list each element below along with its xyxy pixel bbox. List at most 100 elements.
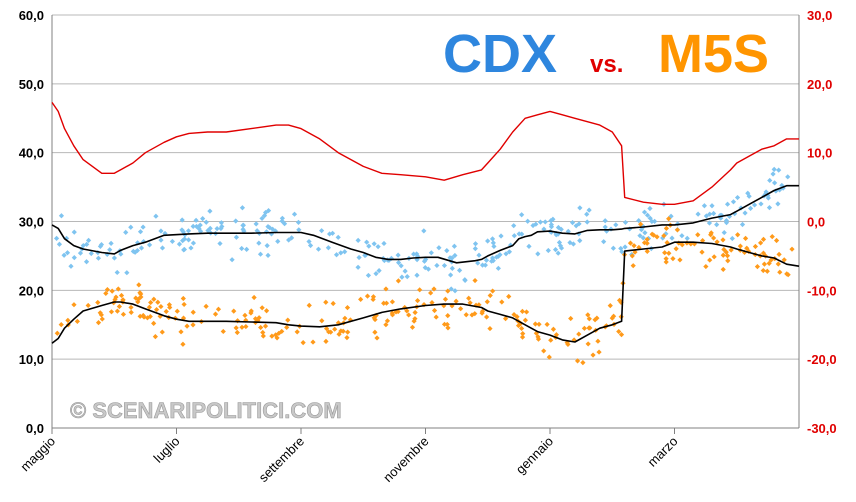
cdx-poll-point xyxy=(398,263,404,269)
cdx-poll-point xyxy=(663,231,669,237)
cdx-poll-point xyxy=(734,194,741,201)
m5s-poll-point xyxy=(103,290,109,297)
m5s-poll-point xyxy=(710,235,717,241)
m5s-poll-point xyxy=(144,315,151,321)
cdx-poll-point xyxy=(159,245,166,251)
m5s-poll-point xyxy=(609,315,615,321)
cdx-poll-point xyxy=(485,238,491,244)
m5s-poll-point xyxy=(445,325,451,331)
m5s-poll-point xyxy=(585,312,591,318)
m5s-poll-point xyxy=(699,249,705,255)
m5s-poll-point xyxy=(190,322,196,328)
m5s-poll-point xyxy=(417,287,423,293)
m5s-poll-point xyxy=(590,352,596,358)
m5s-poll-point xyxy=(381,300,387,306)
cdx-poll-point xyxy=(739,221,746,228)
cdx-poll-point xyxy=(414,253,421,259)
m5s-poll-point xyxy=(364,293,371,299)
cdx-poll-point xyxy=(190,240,197,246)
m5s-poll-point xyxy=(728,247,734,253)
cdx-poll-point xyxy=(679,233,685,239)
cdx-poll-point xyxy=(239,245,245,252)
m5s-poll-point xyxy=(773,237,780,244)
m5s-poll-point xyxy=(472,277,478,284)
cdx-poll-point xyxy=(428,250,434,256)
cdx-poll-point xyxy=(785,174,791,180)
m5s-poll-point xyxy=(453,298,459,304)
m5s-poll-point xyxy=(565,341,571,348)
cdx-poll-point xyxy=(618,245,624,252)
x-tick-label: marzo xyxy=(644,434,680,470)
cdx-poll-point xyxy=(124,270,130,276)
cdx-poll-point xyxy=(169,238,175,245)
cdx-poll-point xyxy=(364,239,370,245)
m5s-poll-point xyxy=(664,240,670,246)
m5s-poll-point xyxy=(239,324,245,330)
m5s-poll-point xyxy=(158,303,164,310)
cdx-poll-point xyxy=(553,232,559,238)
cdx-poll-point xyxy=(296,227,302,233)
m5s-poll-point xyxy=(663,256,669,262)
cdx-poll-point xyxy=(613,222,619,228)
cdx-poll-point xyxy=(158,237,164,243)
m5s-poll-point xyxy=(372,329,378,335)
cdx-poll-point xyxy=(193,223,200,230)
m5s-poll-point xyxy=(441,321,448,327)
cdx-poll-point xyxy=(758,201,764,207)
cdx-poll-point xyxy=(519,231,525,237)
m5s-poll-point xyxy=(428,290,434,296)
cdx-poll-point xyxy=(498,233,504,239)
m5s-poll-point xyxy=(735,232,741,238)
m5s-poll-point xyxy=(174,308,180,314)
m5s-poll-point xyxy=(431,286,437,292)
cdx-poll-point xyxy=(53,235,60,241)
cdx-poll-point xyxy=(772,180,778,186)
m5s-poll-point xyxy=(371,315,377,321)
cdx-poll-point xyxy=(573,223,579,229)
cdx-poll-point xyxy=(767,177,773,184)
cdx-poll-point xyxy=(128,224,134,230)
cdx-poll-point xyxy=(584,211,590,217)
cdx-poll-point xyxy=(472,246,478,252)
m5s-poll-point xyxy=(220,328,226,335)
cdx-poll-point xyxy=(233,234,240,240)
cdx-poll-point xyxy=(746,193,752,199)
cdx-poll-point xyxy=(491,243,497,250)
cdx-poll-point xyxy=(436,245,442,251)
m5s-poll-point xyxy=(644,248,650,255)
m5s-poll-point xyxy=(654,234,660,240)
cdx-poll-point xyxy=(88,250,94,257)
cdx-poll-point xyxy=(556,239,563,246)
cdx-poll-point xyxy=(724,201,731,207)
m5s-poll-point xyxy=(181,301,187,308)
m5s-poll-point xyxy=(519,308,526,314)
cdx-poll-point xyxy=(319,228,325,234)
m5s-poll-point xyxy=(442,296,449,302)
cdx-poll-point xyxy=(71,229,77,235)
m5s-poll-point xyxy=(163,308,169,315)
cdx-poll-point xyxy=(447,272,454,278)
cdx-poll-point xyxy=(263,209,269,216)
m5s-poll-point xyxy=(184,323,190,329)
cdx-poll-point xyxy=(723,220,730,226)
cdx-poll-point xyxy=(537,219,544,225)
cdx-poll-point xyxy=(179,217,185,223)
m5s-trend-line xyxy=(51,241,800,344)
cdx-poll-point xyxy=(525,218,531,224)
m5s-poll-point xyxy=(306,302,312,308)
cdx-poll-point xyxy=(402,268,408,274)
cdx-poll-point xyxy=(388,255,395,261)
m5s-poll-point xyxy=(108,309,115,315)
cdx-poll-point xyxy=(482,262,488,268)
cdx-poll-point xyxy=(153,213,159,219)
cdx-poll-point xyxy=(207,208,213,214)
m5s-poll-point xyxy=(679,242,685,248)
cdx-poll-point xyxy=(376,268,382,274)
cdx-poll-point xyxy=(315,246,322,252)
cdx-poll-point xyxy=(414,257,420,263)
cdx-poll-point xyxy=(610,245,616,251)
m5s-poll-point xyxy=(515,322,522,329)
m5s-poll-point xyxy=(487,292,493,299)
m5s-poll-point xyxy=(761,261,768,267)
m5s-poll-point xyxy=(684,240,690,246)
